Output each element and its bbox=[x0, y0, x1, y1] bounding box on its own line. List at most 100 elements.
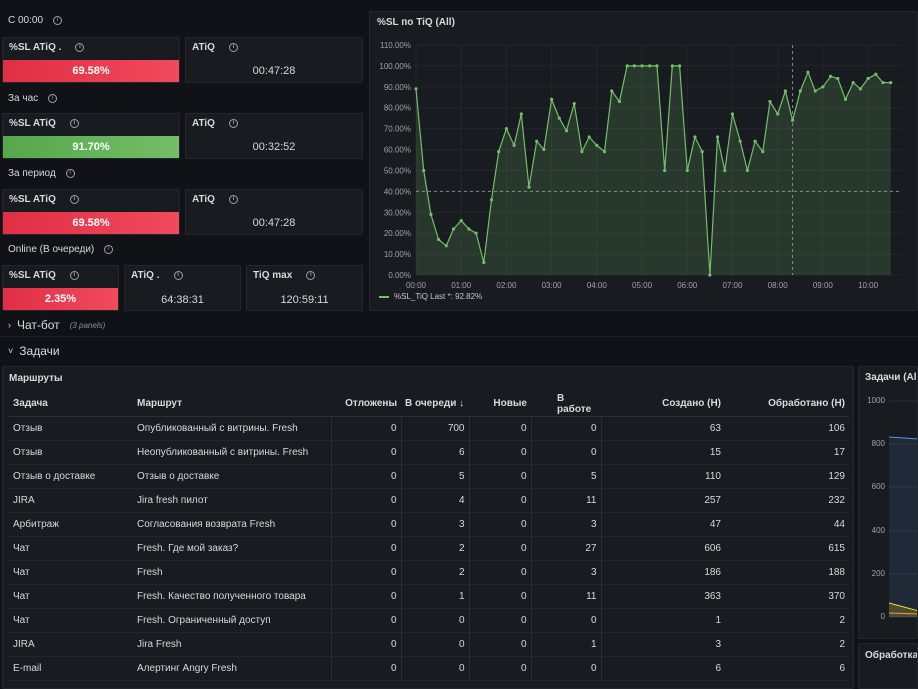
processing-panel[interactable]: Обработка bbox=[858, 643, 918, 689]
tasks-chart-panel[interactable]: Задачи (All) 1000 800 600 400 200 0 bbox=[858, 366, 918, 639]
data-point bbox=[836, 76, 840, 81]
stat-panel-sl-period[interactable]: %SL ATiQ i 69.58% bbox=[2, 189, 180, 235]
table-cell: 3 bbox=[401, 512, 470, 537]
col-header-new[interactable]: Новые bbox=[469, 392, 531, 417]
col-header-in-work[interactable]: В работе bbox=[531, 392, 601, 417]
data-point bbox=[512, 143, 516, 147]
table-cell: 47 bbox=[601, 512, 725, 537]
table-cell: 257 bbox=[601, 488, 725, 513]
data-point bbox=[813, 89, 817, 93]
table-cell: Отзыв bbox=[9, 440, 133, 465]
info-icon[interactable]: i bbox=[69, 119, 79, 128]
data-point bbox=[474, 231, 478, 235]
data-point bbox=[587, 135, 591, 139]
row-meta: (3 panels) bbox=[69, 320, 106, 330]
table-cell: 0 bbox=[331, 560, 402, 585]
sl-line-chart[interactable]: 0.00% 10.00% 20.00% 30.00% 40.00% 50.00% 60.00… bbox=[370, 12, 917, 310]
table-cell: Jira fresh пилот bbox=[133, 488, 332, 513]
data-point bbox=[467, 227, 471, 231]
data-point bbox=[414, 87, 418, 91]
table-cell: 0 bbox=[331, 512, 402, 537]
stat-value: 69.58% bbox=[3, 212, 179, 234]
data-point bbox=[580, 150, 584, 154]
data-point bbox=[670, 64, 674, 68]
panel-title: %SL ATiQ bbox=[9, 194, 56, 205]
info-icon[interactable]: i bbox=[228, 43, 238, 52]
info-icon[interactable]: i bbox=[69, 271, 79, 280]
table-row[interactable]: Отзыв Опубликованный с витрины. Fresh 0 700… bbox=[9, 416, 849, 441]
stat-value: 2.35% bbox=[3, 288, 118, 310]
stat-panel-atiq-period[interactable]: ATiQ i 00:47:28 bbox=[185, 189, 363, 235]
y-tick-label: 40.00% bbox=[384, 187, 411, 196]
table-row[interactable]: JIRA Jira Fresh 0 0 0 1 3 2 bbox=[9, 632, 849, 657]
table-row[interactable]: Чат Fresh. Ограниченный доступ 0 0 0 0 1 2 bbox=[9, 608, 849, 633]
stat-panel-atiq-hour[interactable]: ATiQ i 00:32:52 bbox=[185, 113, 363, 159]
table-row[interactable]: E-mail Алертинг Angry Fresh 0 0 0 0 6 6 bbox=[9, 656, 849, 681]
panel-title: ATiQ bbox=[192, 194, 215, 205]
info-icon[interactable]: i bbox=[173, 271, 183, 280]
table-cell: Алертинг Angry Fresh bbox=[133, 656, 332, 681]
info-icon[interactable]: i bbox=[65, 169, 75, 178]
chart-legend[interactable]: %SL_TiQ Last *: 92.82% bbox=[379, 292, 482, 301]
info-icon[interactable]: i bbox=[53, 16, 63, 25]
col-header-in-queue[interactable]: В очереди ↓ bbox=[401, 392, 469, 417]
table-cell: Отзыв о доставке bbox=[133, 464, 332, 489]
stat-panel-atiq-today[interactable]: ATiQ i 00:47:28 bbox=[185, 37, 363, 83]
table-cell: 0 bbox=[331, 464, 402, 489]
routes-table: Задача Маршрут Отложены В очереди ↓ Новы… bbox=[9, 392, 849, 681]
panel-title: TiQ max bbox=[253, 270, 293, 281]
table-cell: 370 bbox=[725, 584, 849, 609]
info-icon[interactable]: i bbox=[69, 195, 79, 204]
info-icon[interactable]: i bbox=[48, 94, 58, 103]
data-point bbox=[768, 99, 772, 104]
stat-panel-atiq-online[interactable]: ATiQ . i 64:38:31 bbox=[124, 265, 241, 311]
data-point bbox=[761, 150, 765, 154]
table-row[interactable]: Чат Fresh 0 2 0 3 186 188 bbox=[9, 560, 849, 585]
info-icon[interactable]: i bbox=[75, 43, 85, 52]
data-point bbox=[753, 139, 757, 143]
info-icon[interactable]: i bbox=[104, 245, 114, 254]
row-chatbot[interactable]: › Чат-бот (3 panels) bbox=[8, 318, 105, 332]
table-cell: 0 bbox=[401, 608, 470, 633]
table-cell: 11 bbox=[531, 488, 602, 513]
stat-panel-sl-hour[interactable]: %SL ATiQ i 91.70% bbox=[2, 113, 180, 159]
table-cell: Отзыв bbox=[9, 416, 133, 441]
x-tick-label: 10:00 bbox=[858, 281, 879, 290]
col-header-task[interactable]: Задача bbox=[9, 392, 133, 417]
table-cell: 0 bbox=[469, 464, 532, 489]
table-row[interactable]: Арбитраж Согласования возврата Fresh 0 3 0 3 4… bbox=[9, 512, 849, 537]
data-point bbox=[745, 168, 749, 173]
table-cell: 1 bbox=[531, 632, 602, 657]
col-header-processed[interactable]: Обработано (Н) bbox=[725, 392, 849, 417]
table-row[interactable]: Чат Fresh. Где мой заказ? 0 2 0 27 606 615 bbox=[9, 536, 849, 561]
data-point bbox=[564, 129, 569, 133]
stat-panel-sl-today[interactable]: %SL ATiQ . i 69.58% bbox=[2, 37, 180, 83]
row-tasks[interactable]: ˅ Задачи bbox=[8, 344, 60, 358]
stat-panel-tiq-max[interactable]: TiQ max i 120:59:11 bbox=[246, 265, 363, 311]
info-icon[interactable]: i bbox=[306, 271, 316, 280]
series-line bbox=[415, 65, 891, 276]
table-row[interactable]: Отзыв о доставке Отзыв о доставке 0 5 0 5 110 1… bbox=[9, 464, 849, 489]
y-tick-label: 110.00% bbox=[380, 41, 411, 50]
chart-panel-sl-tiq[interactable]: %SL по TiQ (All) 0.00% 10.00% 20.00% 30.00%… bbox=[369, 11, 918, 311]
data-point bbox=[821, 85, 825, 89]
table-row[interactable]: Отзыв Неопубликованный с витрины. Fresh 0 6… bbox=[9, 440, 849, 465]
col-header-route[interactable]: Маршрут bbox=[133, 392, 331, 417]
col-header-deferred[interactable]: Отложены bbox=[331, 392, 401, 417]
series-area bbox=[416, 65, 891, 276]
data-point bbox=[685, 168, 689, 173]
info-icon[interactable]: i bbox=[228, 119, 238, 128]
routes-panel[interactable]: Маршруты Задача Маршрут Отложены В очере… bbox=[2, 366, 854, 689]
table-cell: 11 bbox=[531, 584, 602, 609]
table-cell: 27 bbox=[531, 536, 602, 561]
table-cell: 44 bbox=[725, 512, 849, 537]
chevron-right-icon: › bbox=[8, 320, 11, 330]
info-icon[interactable]: i bbox=[228, 195, 238, 204]
data-point bbox=[557, 116, 561, 120]
table-row[interactable]: JIRA Jira fresh пилот 0 4 0 11 257 232 bbox=[9, 488, 849, 513]
y-tick-label: 50.00% bbox=[384, 166, 411, 175]
table-row[interactable]: Чат Fresh. Качество полученного товара 0 1 0… bbox=[9, 584, 849, 609]
col-header-created[interactable]: Создано (Н) bbox=[601, 392, 725, 417]
table-cell: Отзыв о доставке bbox=[9, 464, 133, 489]
stat-panel-sl-online[interactable]: %SL ATiQ i 2.35% bbox=[2, 265, 119, 311]
